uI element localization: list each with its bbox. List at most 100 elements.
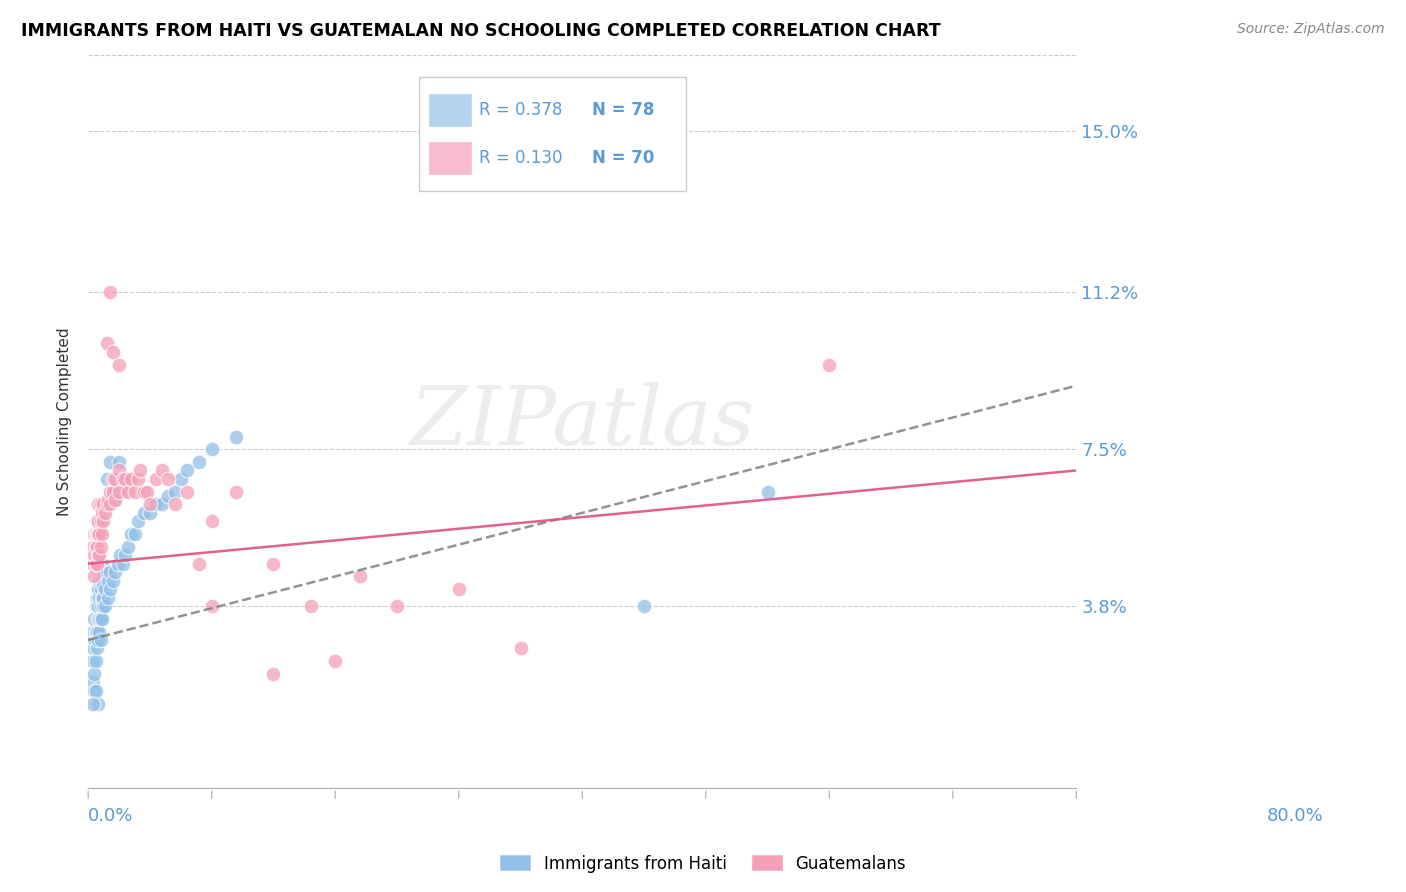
Point (127, 514, 149, 528)
Point (100, 565, 122, 579)
Text: 0.0%: 0.0% (89, 806, 134, 824)
Point (87, 612, 110, 626)
Point (100, 497, 122, 511)
Point (94, 565, 117, 579)
Point (97, 493, 120, 508)
Point (86, 527, 108, 541)
Legend: Immigrants from Haiti, Guatemalans: Immigrants from Haiti, Guatemalans (494, 848, 912, 880)
Point (82, 641, 104, 656)
Point (89, 591, 111, 605)
Point (87, 527, 110, 541)
Point (86, 514, 108, 528)
Text: IMMIGRANTS FROM HAITI VS GUATEMALAN NO SCHOOLING COMPLETED CORRELATION CHART: IMMIGRANTS FROM HAITI VS GUATEMALAN NO S… (21, 22, 941, 40)
Point (86, 591, 108, 605)
Point (323, 654, 346, 668)
Text: N = 78: N = 78 (592, 101, 655, 120)
Point (86, 624, 108, 639)
Point (120, 527, 142, 541)
Point (136, 484, 159, 499)
FancyBboxPatch shape (419, 77, 686, 191)
Point (83, 612, 105, 626)
Point (114, 548, 136, 562)
Point (87, 582, 110, 596)
Point (163, 484, 186, 499)
Point (150, 463, 173, 477)
Point (94, 599, 117, 613)
Point (157, 489, 180, 503)
Point (108, 455, 131, 469)
Point (84, 527, 107, 541)
Point (89, 527, 111, 541)
Point (91, 497, 114, 511)
Point (145, 472, 167, 486)
Point (90, 506, 112, 520)
Point (82, 654, 104, 668)
Point (89, 548, 111, 562)
Point (100, 455, 122, 469)
Point (101, 484, 124, 499)
Text: R = 0.378: R = 0.378 (478, 101, 562, 120)
Point (111, 484, 134, 499)
Point (176, 463, 198, 477)
Point (83, 548, 105, 562)
Point (82, 557, 104, 571)
FancyBboxPatch shape (429, 94, 471, 127)
Point (139, 506, 162, 520)
Point (262, 666, 284, 681)
Point (124, 484, 146, 499)
Point (225, 484, 247, 499)
Point (299, 599, 322, 613)
Point (84, 624, 107, 639)
Point (108, 472, 131, 486)
Point (89, 540, 111, 554)
FancyBboxPatch shape (429, 142, 471, 174)
Point (90, 591, 112, 605)
Point (145, 497, 167, 511)
Point (129, 463, 152, 477)
Point (82, 624, 104, 639)
Point (86, 641, 108, 656)
Point (132, 506, 155, 520)
Point (91, 599, 114, 613)
Point (90, 574, 112, 588)
Point (82, 540, 104, 554)
Point (509, 641, 531, 656)
Point (89, 514, 111, 528)
Point (90, 612, 112, 626)
Text: Source: ZipAtlas.com: Source: ZipAtlas.com (1237, 22, 1385, 37)
Point (87, 548, 110, 562)
Text: N = 70: N = 70 (592, 149, 655, 167)
Point (101, 484, 124, 499)
Point (201, 514, 224, 528)
Point (89, 497, 111, 511)
Point (90, 527, 112, 541)
Point (447, 582, 470, 596)
Point (100, 582, 122, 596)
Point (108, 358, 131, 372)
Point (385, 599, 408, 613)
Text: R = 0.130: R = 0.130 (478, 149, 562, 167)
Point (111, 472, 134, 486)
Point (89, 632, 111, 647)
Point (201, 442, 224, 457)
Point (87, 632, 110, 647)
Point (91, 514, 114, 528)
Point (100, 285, 122, 300)
Point (756, 484, 779, 499)
Point (84, 632, 107, 647)
Point (157, 472, 180, 486)
Point (124, 527, 146, 541)
Point (83, 683, 105, 698)
Point (83, 632, 105, 647)
Point (104, 472, 127, 486)
Point (114, 472, 136, 486)
Point (114, 472, 136, 486)
Point (91, 591, 114, 605)
Point (87, 514, 110, 528)
Point (101, 344, 124, 359)
Point (120, 472, 142, 486)
Point (225, 429, 247, 443)
Point (89, 624, 111, 639)
Point (107, 557, 129, 571)
Point (349, 569, 371, 583)
